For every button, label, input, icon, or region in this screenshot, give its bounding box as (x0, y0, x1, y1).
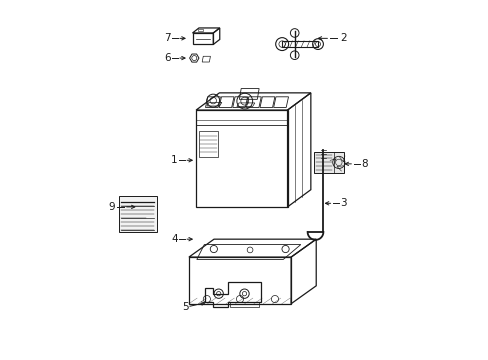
Text: 2: 2 (339, 33, 346, 43)
Text: 7: 7 (164, 33, 170, 43)
Text: 3: 3 (339, 198, 346, 208)
Polygon shape (314, 152, 343, 173)
Text: 6: 6 (164, 53, 170, 63)
Text: 8: 8 (361, 159, 367, 169)
Text: 4: 4 (171, 234, 178, 244)
Text: 1: 1 (171, 155, 178, 165)
Text: 5: 5 (182, 302, 188, 312)
Polygon shape (119, 196, 156, 232)
Text: 9: 9 (108, 202, 115, 212)
